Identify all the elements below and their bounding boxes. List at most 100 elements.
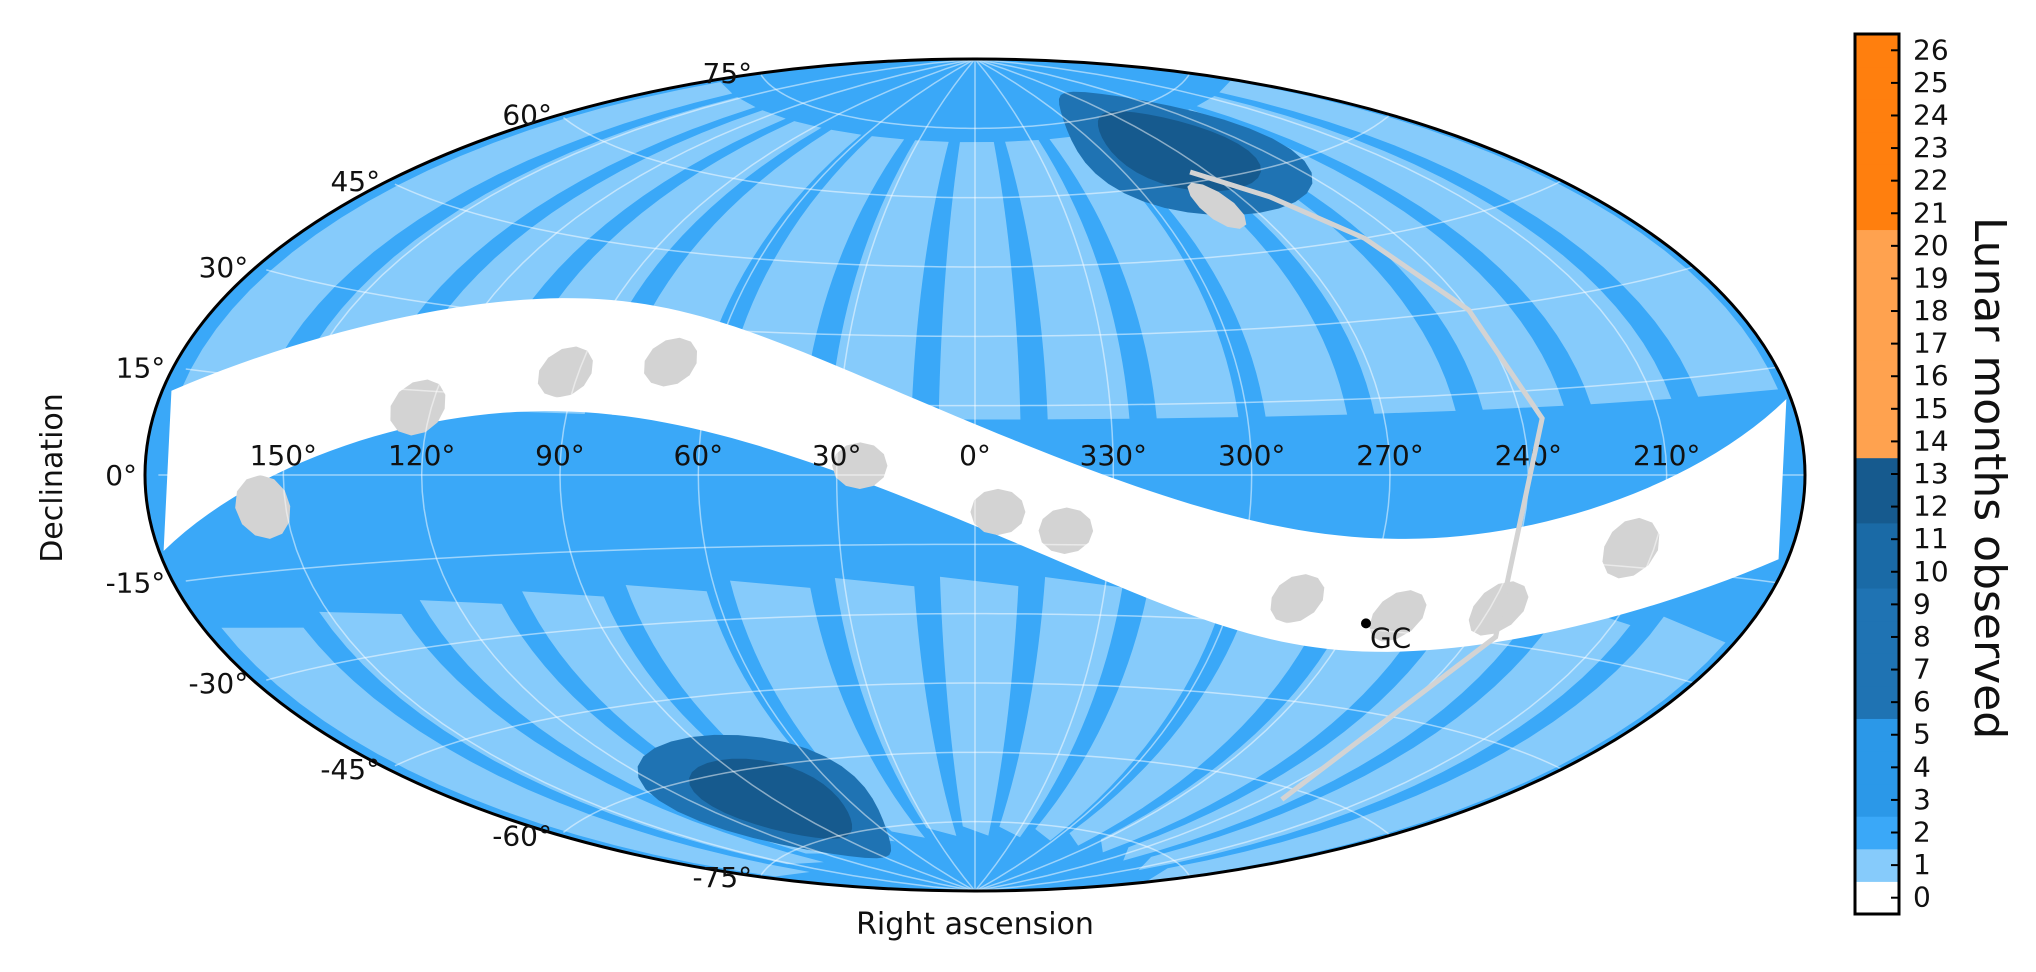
colorbar-tick-label: 25 xyxy=(1913,66,1949,99)
dec-tick-label: -30° xyxy=(188,667,248,700)
sector-panel xyxy=(522,591,868,847)
unobserved-field xyxy=(1468,581,1529,636)
colorbar-tick-label: 6 xyxy=(1913,685,1931,718)
colorbar-tick-label: 12 xyxy=(1913,490,1949,523)
ra-tick-label: 270° xyxy=(1356,439,1423,472)
colorbar-tick-label: 5 xyxy=(1913,718,1931,751)
sector-panel xyxy=(1005,139,1130,420)
sector-panel xyxy=(1123,594,1532,861)
sector-panel xyxy=(1167,109,1564,410)
sector-panel xyxy=(999,577,1123,838)
colorbar-tick-label: 8 xyxy=(1913,620,1931,653)
colorbar-frame xyxy=(1853,32,1901,916)
gc-label: GC xyxy=(1370,621,1411,654)
sector-panel xyxy=(1131,120,1456,414)
colorbar-tick-label: 23 xyxy=(1913,131,1949,164)
sector-panel xyxy=(319,611,824,865)
sector-panel xyxy=(1035,578,1227,841)
south-cvz-inner xyxy=(689,758,853,839)
sector-panel xyxy=(1219,80,1779,397)
y-axis-title: Declination xyxy=(35,393,70,563)
colorbar-tick-label: 15 xyxy=(1913,392,1949,425)
sector-panel xyxy=(939,576,1019,836)
unobserved-field xyxy=(390,379,446,436)
colorbar-tick-label: 7 xyxy=(1913,653,1931,686)
grid-line-dec xyxy=(185,366,1777,407)
axis-labels: 150° 120° 90° 60° 30° 0° 330° 300° 270° 240° 210° 7… xyxy=(105,57,1700,894)
ra-tick-label: 0° xyxy=(959,439,991,472)
unobserved-field xyxy=(1270,574,1325,624)
unobserved-field xyxy=(832,442,888,489)
unobserved-field xyxy=(537,346,593,398)
dec-tick-label: 75° xyxy=(703,57,753,90)
colorbar-tick-label: 19 xyxy=(1913,261,1949,294)
dec-tick-label: -75° xyxy=(692,861,752,894)
galactic-plane xyxy=(1189,169,1545,802)
unobserved-field xyxy=(1038,507,1094,554)
sector-panel xyxy=(419,600,844,854)
coverage-map xyxy=(145,59,1805,891)
sector-panel xyxy=(1196,95,1672,405)
sector-panel xyxy=(1138,603,1631,871)
dec-tick-label: -60° xyxy=(492,819,552,852)
colorbar-title: Lunar months observed xyxy=(1964,217,2015,739)
sector-panel xyxy=(221,627,810,877)
grid-line-dec xyxy=(185,543,1777,584)
sector-panel xyxy=(1069,581,1330,846)
ra-tick-label: 60° xyxy=(674,439,724,472)
map-boundary xyxy=(143,57,1807,893)
ra-tick-label: 120° xyxy=(388,439,455,472)
colorbar-tick-label: 3 xyxy=(1913,783,1931,816)
dec-tick-label: 45° xyxy=(330,165,380,198)
colorbar-tick-label: 17 xyxy=(1913,327,1949,360)
gc-marker xyxy=(1360,618,1371,629)
colorbar-tick-label: 22 xyxy=(1913,164,1949,197)
dec-tick-label: -15° xyxy=(106,567,166,600)
unobserved-field xyxy=(235,475,291,539)
colorbar-tick-label: 0 xyxy=(1913,881,1931,914)
grid-line-dec xyxy=(760,820,1191,878)
sector-panel xyxy=(938,142,1021,420)
unobserved-field xyxy=(1602,517,1660,579)
dec-tick-label: 30° xyxy=(199,251,249,284)
ra-tick-label: 300° xyxy=(1218,439,1285,472)
grid-line-dec xyxy=(760,72,1191,130)
colorbar-tick-label: 1 xyxy=(1913,848,1931,881)
ra-tick-label: 240° xyxy=(1495,439,1562,472)
sector-panel xyxy=(1092,129,1348,417)
sector-panel xyxy=(834,577,957,836)
colorbar-tick-label: 10 xyxy=(1913,555,1949,588)
sector-panel xyxy=(1147,616,1726,881)
ra-tick-label: 210° xyxy=(1633,439,1700,472)
sector-panel xyxy=(1049,135,1239,419)
colorbar-tick-label: 16 xyxy=(1913,359,1949,392)
colorbar-tick-label: 13 xyxy=(1913,457,1949,490)
sector-panel xyxy=(730,580,925,838)
unobserved-field xyxy=(970,488,1026,536)
grid-line-dec xyxy=(394,180,1562,268)
colorbar-tick-label: 11 xyxy=(1913,522,1949,555)
colorbar-tick-label: 24 xyxy=(1913,98,1949,131)
colorbar-tick-label: 21 xyxy=(1913,196,1949,229)
colorbar-tick-label: 20 xyxy=(1913,229,1949,262)
sector-panel xyxy=(829,140,949,420)
colorbar-tick-label: 26 xyxy=(1913,33,1949,66)
dec-tick-label: 15° xyxy=(116,351,166,384)
dec-tick-label: 60° xyxy=(502,99,552,132)
dec-tick-label: 0° xyxy=(105,459,137,492)
colorbar-tick-label: 4 xyxy=(1913,750,1931,783)
ra-tick-label: 330° xyxy=(1080,439,1147,472)
colorbar: 0123456789101112131415161718192021222324… xyxy=(1853,32,1949,916)
x-axis-title: Right ascension xyxy=(856,907,1094,942)
dec-tick-label: -45° xyxy=(320,753,380,786)
colorbar-tick-label: 18 xyxy=(1913,294,1949,327)
grid-line-dec xyxy=(394,682,1562,770)
sector-panel xyxy=(1100,586,1432,853)
unobserved-field xyxy=(1187,182,1247,229)
colorbar-tick-label: 9 xyxy=(1913,587,1931,620)
grid-line-dec xyxy=(266,612,1694,684)
ra-tick-label: 30° xyxy=(812,439,862,472)
sector-panel xyxy=(625,585,895,842)
colorbar-tick-label: 14 xyxy=(1913,424,1949,457)
